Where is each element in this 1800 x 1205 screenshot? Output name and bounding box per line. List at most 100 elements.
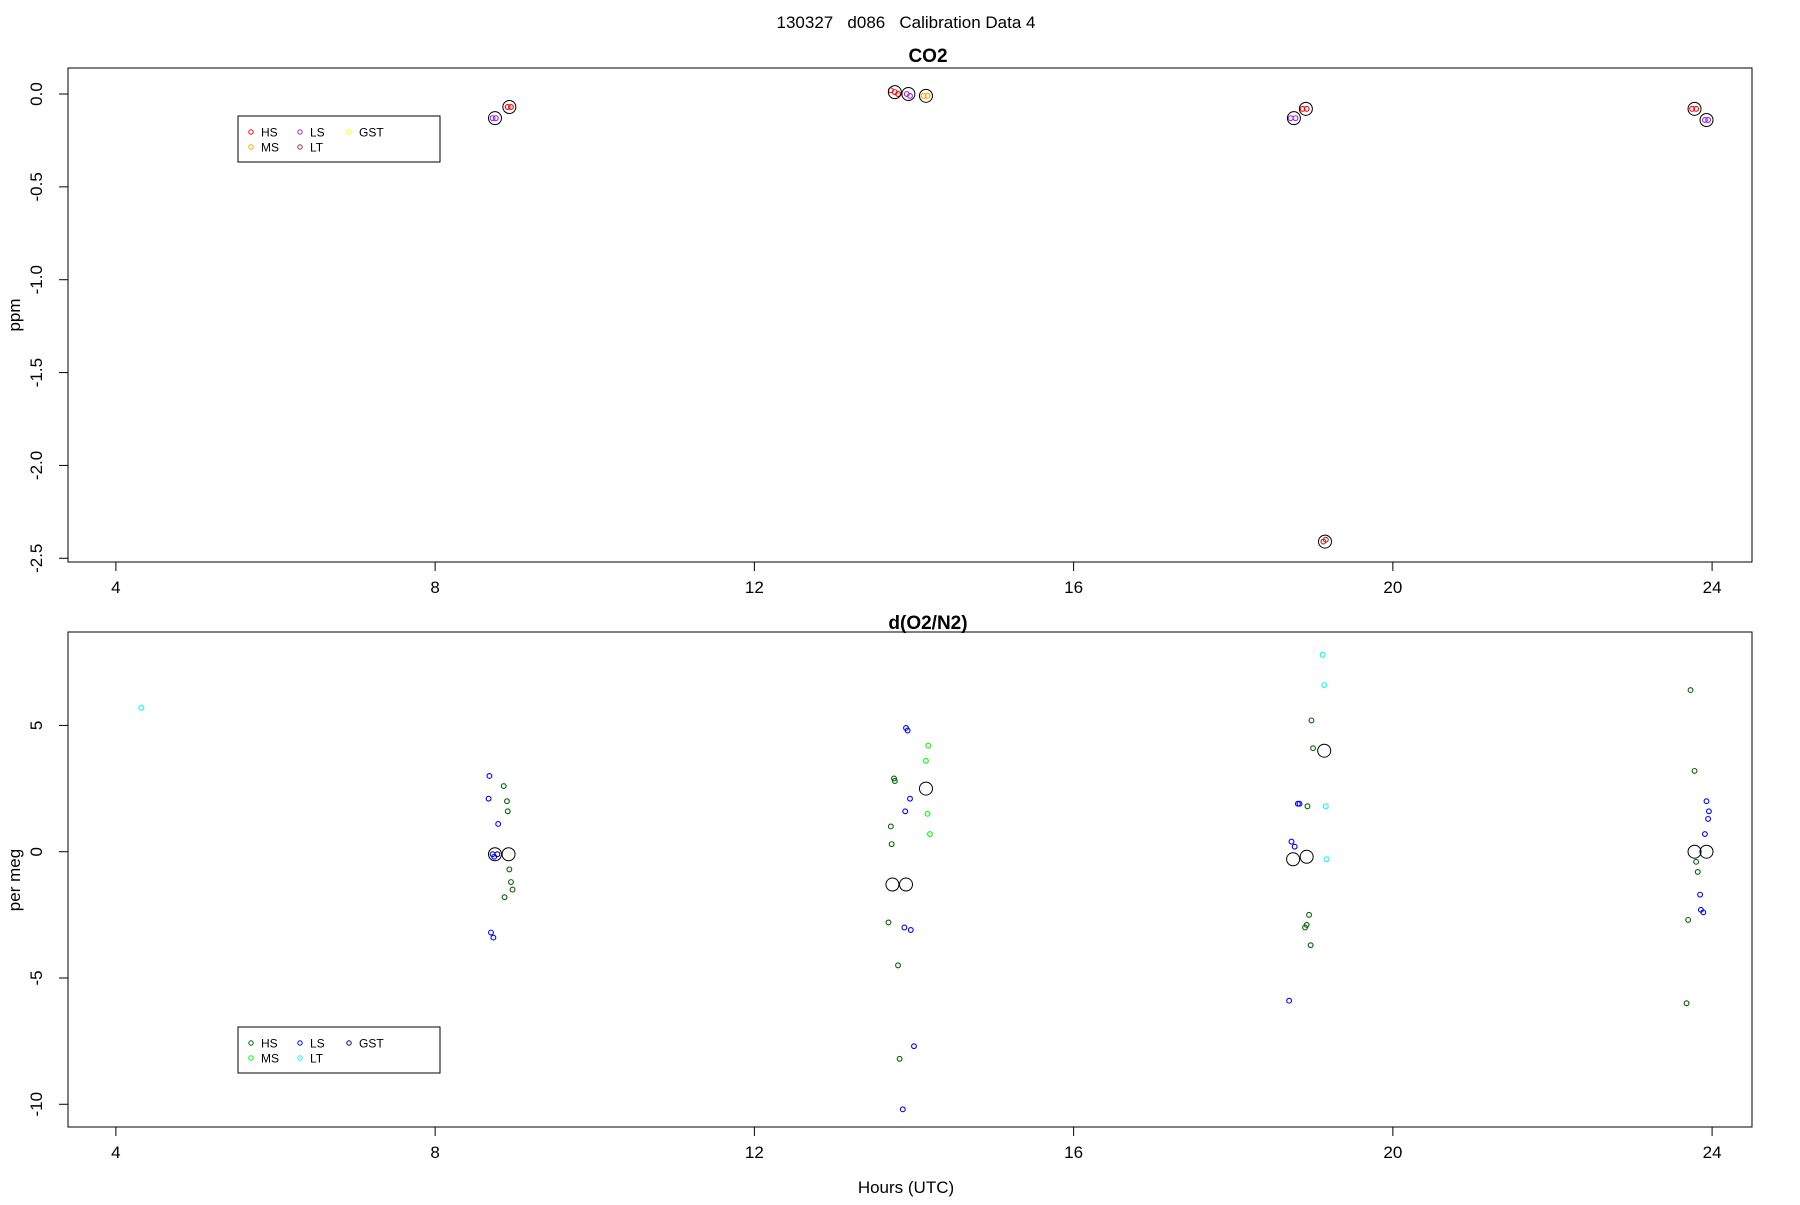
o2n2-point-hs	[1304, 803, 1311, 810]
o2n2-point-hs	[885, 919, 892, 926]
co2-point-hs	[1303, 105, 1310, 112]
o2n2-point-ls	[485, 795, 492, 802]
co2-point-ms	[920, 92, 927, 99]
o2n2-point-hs	[1310, 745, 1316, 752]
co2-x-tick-label: 4	[111, 578, 120, 597]
o2n2-point-hs	[1685, 916, 1692, 923]
co2-panel-title: CO2	[908, 46, 947, 67]
o2n2-point-ls	[1296, 800, 1303, 807]
co2-point-hs	[895, 91, 901, 97]
o2n2-point-hs	[895, 962, 901, 969]
o2n2-legend-label-lt: LT	[310, 1052, 324, 1066]
co2-series-ms	[920, 92, 931, 99]
o2n2-mean-marker	[899, 877, 914, 892]
co2-legend-label-ms: MS	[261, 141, 279, 155]
co2-point-ls	[1287, 115, 1294, 122]
o2n2-mean-marker	[1687, 844, 1702, 859]
o2n2-point-ls	[1705, 815, 1712, 822]
co2-legend-label-lt: LT	[310, 141, 324, 155]
o2n2-point-hs	[507, 879, 514, 885]
co2-point-lt	[1322, 536, 1329, 543]
co2-point-hs	[1689, 105, 1696, 112]
co2-point-hs	[507, 104, 514, 110]
co2-plot-frame	[67, 67, 1753, 563]
x-axis-label: Hours (UTC)	[858, 1178, 954, 1197]
co2-x-tick-label: 24	[1703, 578, 1722, 597]
o2n2-mean-marker	[1699, 844, 1714, 859]
o2n2-point-hs	[506, 866, 513, 873]
co2-mean-marker	[502, 100, 517, 114]
o2n2-point-ms	[924, 810, 931, 817]
o2n2-panel-title: d(O2/N2)	[888, 613, 967, 634]
o2n2-point-ls	[490, 934, 497, 941]
co2-point-ms	[924, 92, 931, 99]
o2n2-point-ls	[488, 929, 494, 936]
o2n2-point-hs	[500, 783, 507, 790]
o2n2-point-ms	[923, 757, 929, 764]
o2n2-legend-label-gst: GST	[359, 1037, 384, 1051]
co2-mean-marker	[1298, 101, 1313, 116]
co2-means	[487, 85, 1714, 549]
co2-y-tick-label: 0.0	[27, 82, 46, 106]
o2n2-y-tick-label: -5	[27, 970, 46, 985]
o2n2-point-hs	[504, 798, 510, 805]
o2n2-point-hs	[501, 894, 508, 901]
o2n2-point-ls	[904, 727, 911, 734]
co2-point-ls	[907, 92, 913, 99]
o2n2-legend-swatch-ms	[248, 1055, 254, 1061]
o2n2-x-tick-label: 24	[1703, 1143, 1722, 1162]
o2n2-y-tick-label: 0	[27, 847, 46, 856]
co2-point-ls	[492, 115, 499, 122]
o2n2-y-axis: 5 0 -5 -10	[27, 721, 68, 1117]
co2-series-lt	[1320, 536, 1329, 545]
co2-mean-marker	[1699, 113, 1714, 127]
o2n2-legend-box	[237, 1026, 441, 1074]
co2-legend-label-gst: GST	[359, 126, 384, 140]
o2n2-legend-swatch-gst	[346, 1040, 352, 1046]
co2-mean-marker	[887, 85, 902, 100]
co2-legend-label-ls: LS	[310, 126, 325, 140]
o2n2-series-gst	[494, 851, 501, 858]
o2n2-x-tick-label: 8	[430, 1143, 439, 1162]
co2-x-tick-label: 16	[1064, 578, 1083, 597]
o2n2-series-hs	[500, 687, 1701, 1062]
o2n2-point-ls	[1703, 798, 1710, 805]
co2-point-ls	[1292, 115, 1299, 122]
o2n2-point-hs	[1306, 911, 1313, 918]
co2-y-axis: 0.0 -0.5 -1.0 -1.5 -2.0 -2.5	[27, 82, 68, 573]
o2n2-x-axis: 4 8 12 16 20 24	[111, 1127, 1722, 1162]
co2-legend-label-hs: HS	[261, 126, 278, 140]
o2n2-y-tick-label: 5	[27, 721, 46, 730]
o2n2-series-lt	[138, 651, 1330, 863]
co2-legend-swatch-lt	[297, 144, 303, 150]
o2n2-point-lt	[1323, 856, 1330, 863]
co2-legend-swatch-ms	[248, 144, 254, 150]
o2n2-point-ls	[902, 808, 909, 815]
o2n2-legend-label-ms: MS	[261, 1052, 279, 1066]
o2n2-point-ms	[927, 831, 933, 837]
o2n2-point-lt	[138, 704, 145, 711]
o2n2-mean-marker	[1286, 852, 1301, 867]
o2n2-point-ls	[911, 1043, 917, 1050]
co2-point-ls	[489, 115, 496, 122]
co2-point-hs	[504, 104, 511, 110]
o2n2-point-hs	[896, 1055, 903, 1062]
co2-point-ls	[1705, 117, 1712, 123]
o2n2-mean-marker	[501, 847, 516, 862]
co2-legend-swatch-ls	[297, 129, 303, 135]
o2n2-series-ms	[923, 742, 933, 837]
co2-mean-marker	[918, 88, 933, 103]
co2-mean-marker	[1687, 101, 1702, 116]
o2n2-point-ls	[1288, 838, 1295, 845]
o2n2-point-gst	[494, 851, 501, 858]
co2-panel: CO2 ppm 4 8 12 16 20 24 0.0 -0.5 -1.0 -1.5 -2.0 -2.…	[5, 46, 1753, 597]
o2n2-point-ls	[1700, 909, 1707, 916]
o2n2-mean-marker	[1317, 743, 1332, 758]
co2-y-tick-label: -1.5	[27, 358, 46, 387]
o2n2-legend-swatch-lt	[297, 1055, 303, 1061]
o2n2-point-hs	[1307, 942, 1314, 949]
co2-legend-swatch-gst	[346, 129, 352, 135]
co2-y-tick-label: -2.0	[27, 451, 46, 480]
